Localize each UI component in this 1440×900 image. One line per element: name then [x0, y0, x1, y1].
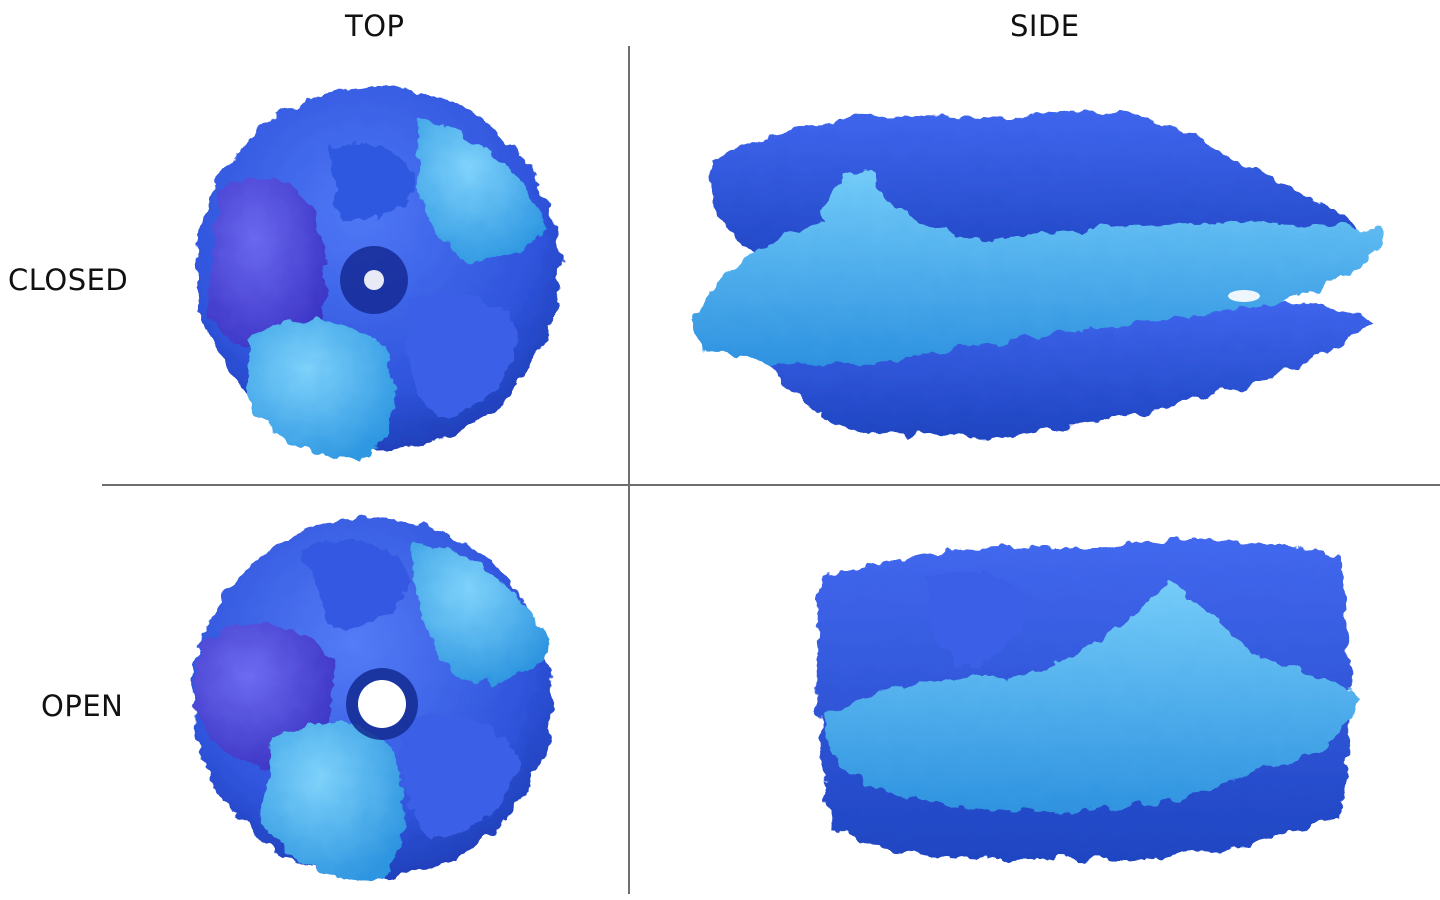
horizontal-divider: [102, 484, 1440, 486]
column-label-top: TOP: [345, 12, 405, 41]
protein-closed-side-view: [672, 70, 1400, 460]
row-label-open: OPEN: [41, 692, 123, 721]
protein-open-side-view: [800, 518, 1378, 880]
vertical-divider: [628, 46, 630, 894]
protein-open-top-view: [172, 500, 568, 890]
row-label-closed: CLOSED: [8, 266, 128, 295]
column-label-side: SIDE: [1010, 12, 1080, 41]
protein-closed-top-view: [178, 68, 578, 468]
